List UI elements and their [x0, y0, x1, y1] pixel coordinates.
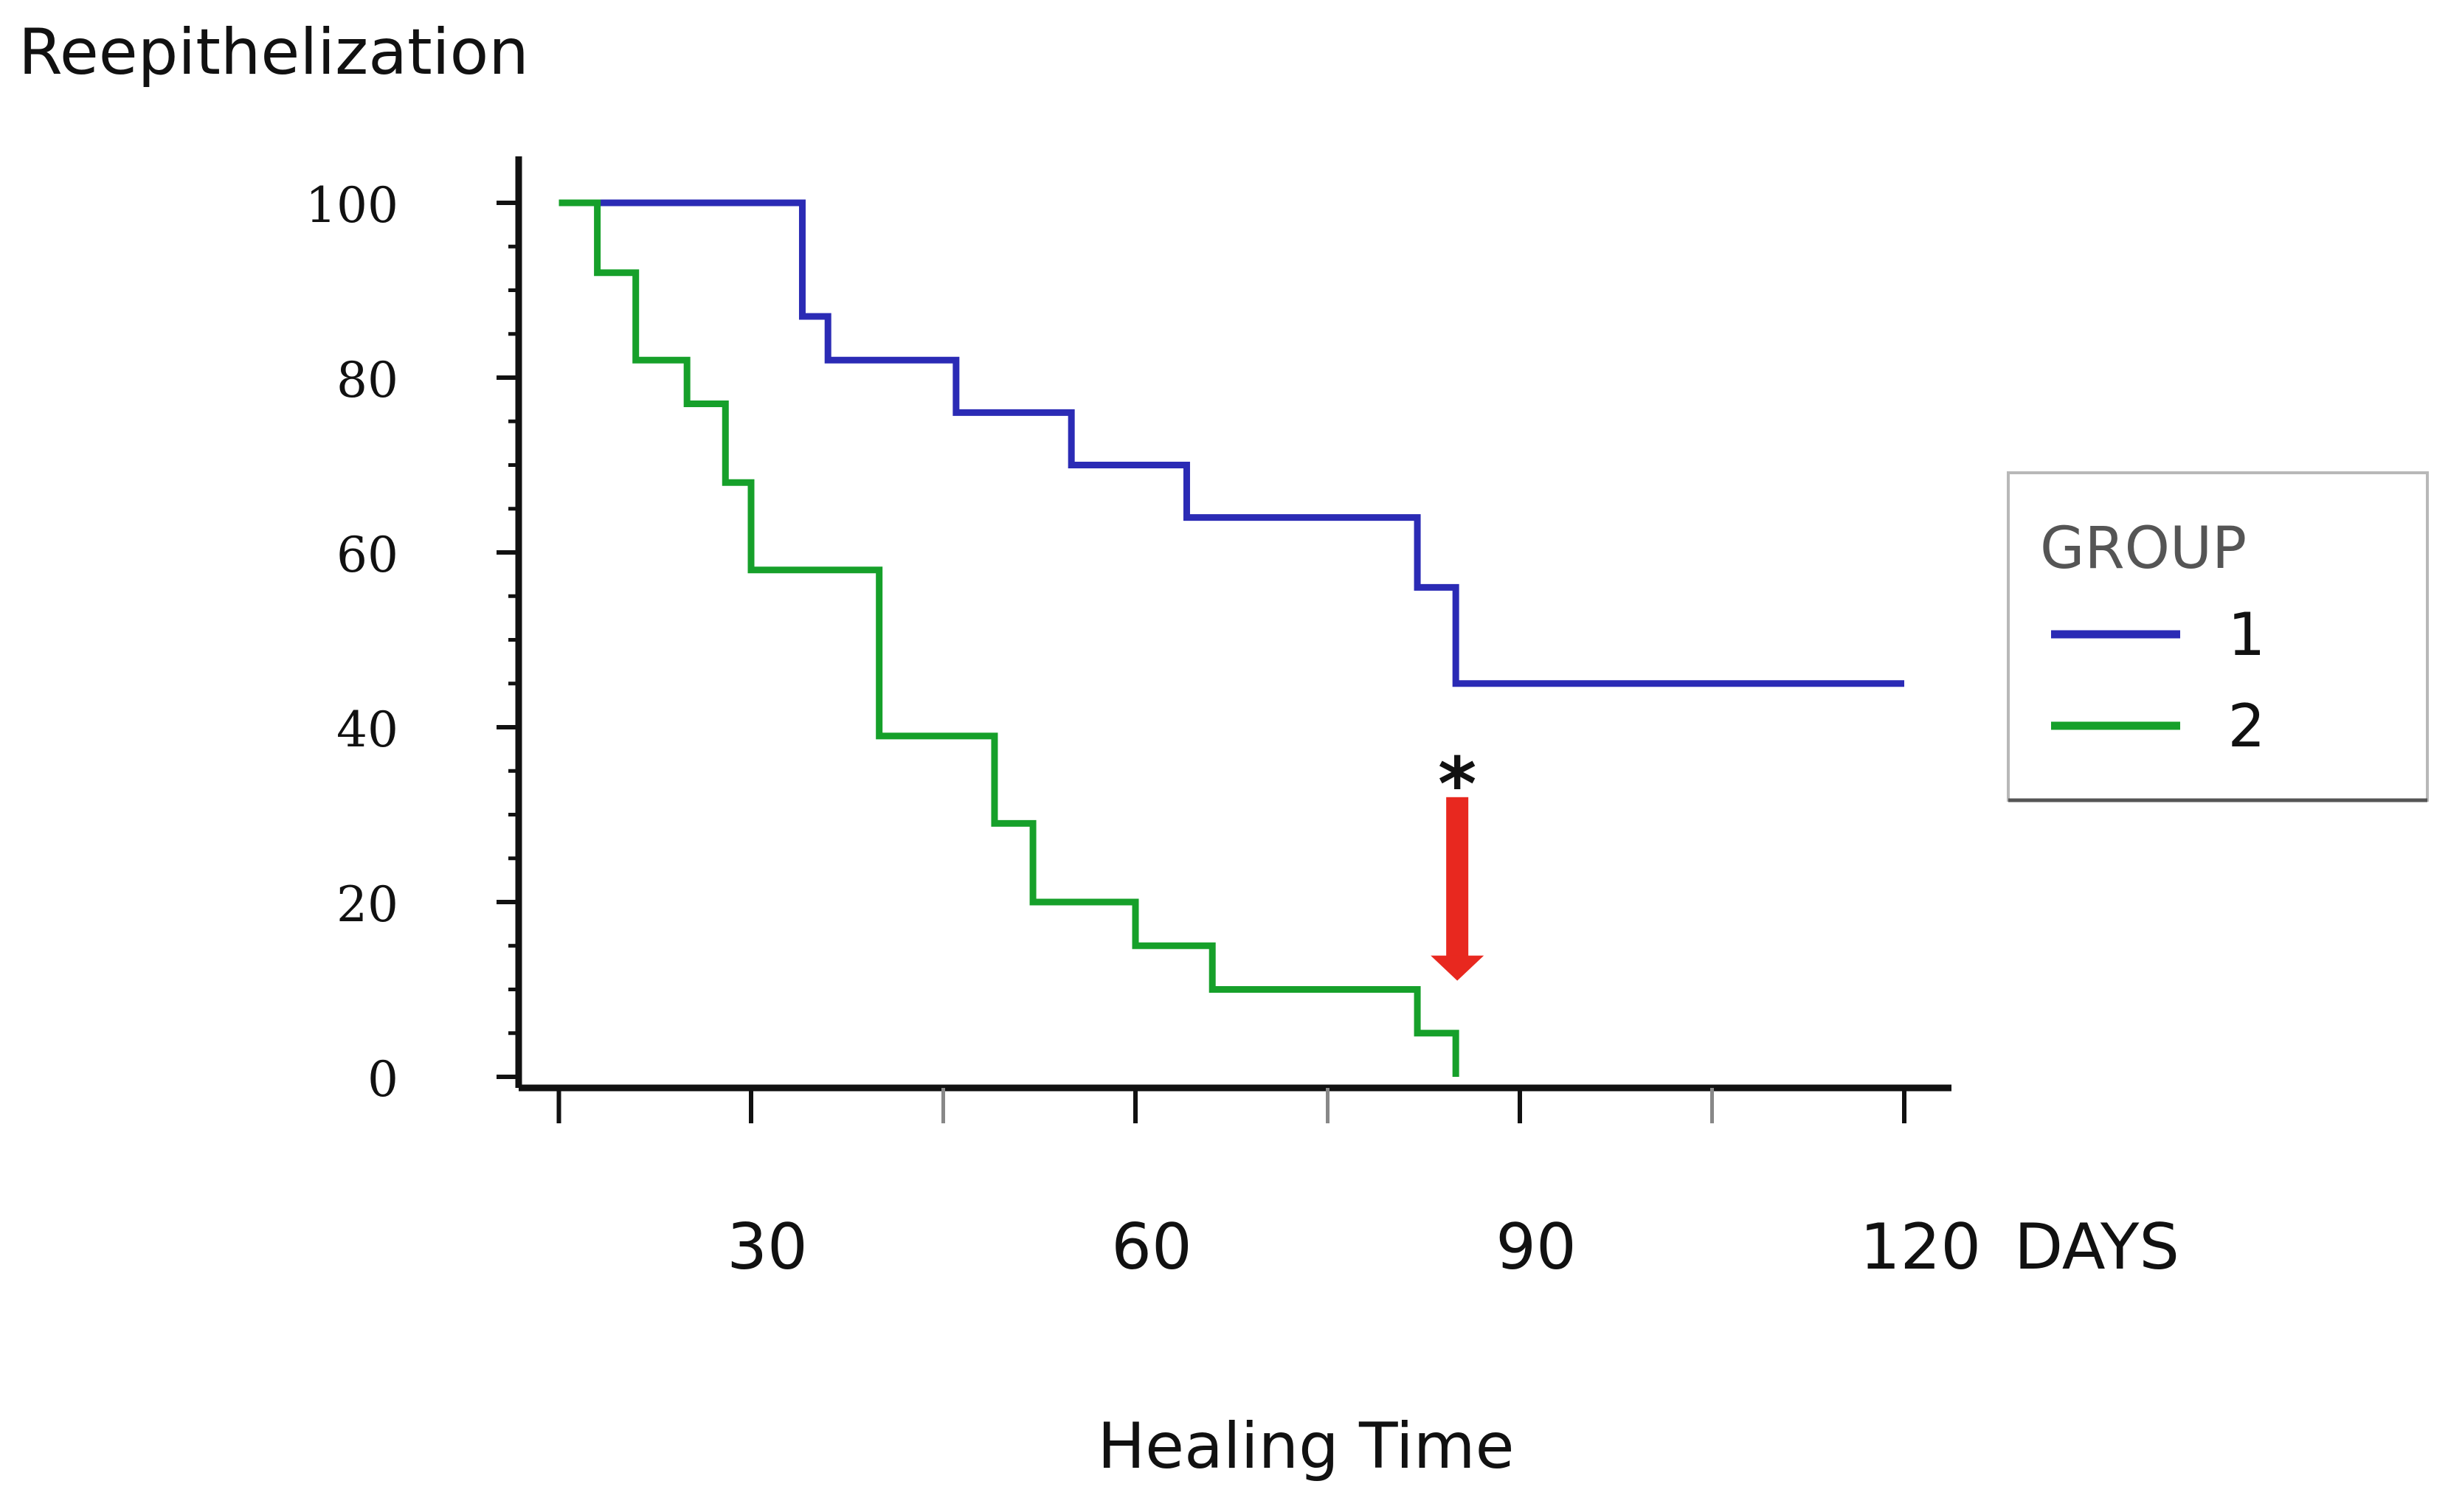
legend-entries: 12: [2051, 600, 2265, 760]
y-tick-label: 40: [336, 701, 398, 758]
axes: 0 20 40 60 80 100 30 60 90 120: [305, 156, 1981, 1284]
y-tick-label: 60: [336, 527, 398, 583]
x-tick-label: 30: [727, 1210, 807, 1284]
legend: GROUP 12: [2007, 471, 2429, 802]
y-tick-label: 20: [336, 876, 398, 933]
y-tick-label: 100: [305, 177, 398, 234]
annotation-layer: *: [1431, 741, 1484, 981]
x-unit-label: DAYS: [2014, 1210, 2179, 1284]
x-tick-label: 90: [1496, 1210, 1576, 1284]
arrow-shaft: [1446, 797, 1469, 959]
arrow-head: [1431, 955, 1484, 981]
x-tick-label: 60: [1111, 1210, 1192, 1284]
chart-title: Reepithelization: [18, 15, 529, 89]
x-tick-label: 120: [1860, 1210, 1981, 1284]
series-1-line: [559, 199, 1904, 687]
legend-title: GROUP: [2040, 516, 2247, 582]
x-axis-label: Healing Time: [1098, 1409, 1515, 1483]
series-2-line: [559, 199, 1459, 1077]
series-layer: [559, 199, 1904, 1077]
y-tick-label: 0: [367, 1051, 398, 1108]
legend-label-2: 2: [2228, 692, 2266, 760]
legend-label-1: 1: [2228, 600, 2266, 669]
y-tick-label: 80: [336, 352, 398, 409]
